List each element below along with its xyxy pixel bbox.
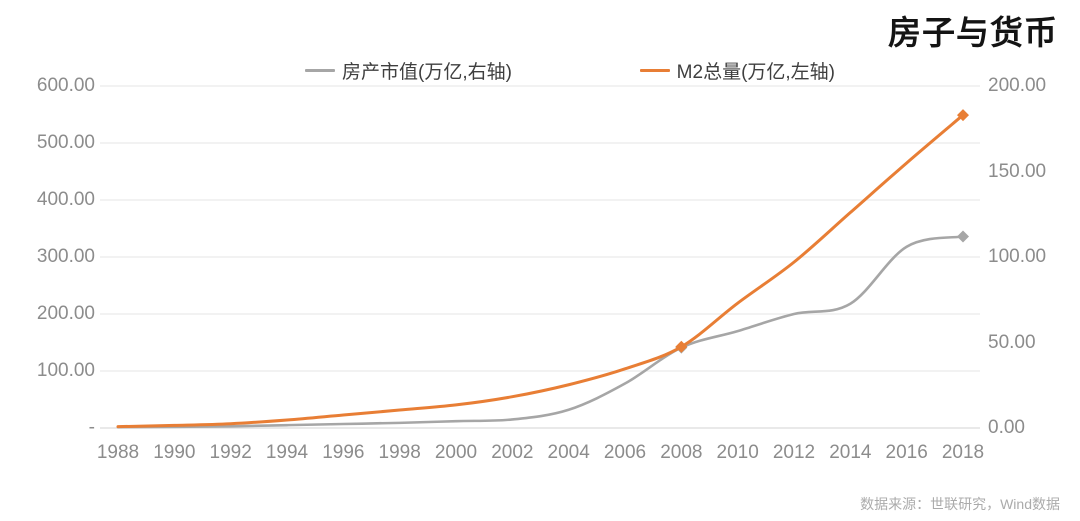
x-axis-tick-label: 1996 xyxy=(322,442,365,463)
chart-legend: 房产市值(万亿,右轴) M2总量(万亿,左轴) xyxy=(305,57,835,84)
left-axis-tick-label: 600.00 xyxy=(36,75,95,96)
x-axis-tick-label: 1998 xyxy=(378,442,421,463)
x-axis-tick-label: 2016 xyxy=(885,442,928,463)
legend-label-property-value: 房产市值(万亿,右轴) xyxy=(342,62,512,83)
orange-line-swatch-icon xyxy=(639,69,670,72)
right-axis-tick-label: 50.00 xyxy=(988,331,1036,353)
right-axis-tick-label: 150.00 xyxy=(988,160,1047,182)
left-axis-tick-label: 300.00 xyxy=(36,246,95,267)
x-axis-tick-label: 1994 xyxy=(265,442,309,463)
left-axis-tick-label: 500.00 xyxy=(36,132,95,153)
x-axis-tick-label: 2008 xyxy=(660,442,703,463)
right-axis-tick-label: 0.00 xyxy=(988,417,1025,438)
x-axis-tick-label: 2004 xyxy=(547,442,590,463)
x-axis-tick-label: 1990 xyxy=(153,442,196,463)
series-line-0 xyxy=(116,235,965,429)
series-marker-diamond-icon xyxy=(957,109,969,122)
data-source-note: 数据来源：世联研究，Wind数据 xyxy=(860,496,1060,512)
chart-title: 房子与货币 xyxy=(888,14,1058,51)
series-marker-diamond-icon xyxy=(957,230,969,243)
gray-line-swatch-icon xyxy=(305,69,335,72)
series-line-1 xyxy=(116,113,965,429)
x-axis-tick-label: 2018 xyxy=(941,442,985,463)
legend-item-property-value: 房产市值(万亿,右轴) xyxy=(305,57,512,84)
series-marker-diamond-icon xyxy=(675,340,688,353)
x-axis-tick-label: 2012 xyxy=(772,442,816,463)
x-axis-tick-label: 2002 xyxy=(491,442,534,463)
right-axis-tick-label: 200.00 xyxy=(988,75,1047,96)
x-axis-tick-label: 1988 xyxy=(96,442,140,463)
left-axis-tick-label: - xyxy=(88,417,95,438)
x-axis-tick-label: 2010 xyxy=(716,442,759,463)
right-axis-tick-label: 100.00 xyxy=(988,246,1047,267)
left-axis-tick-label: 200.00 xyxy=(36,303,95,324)
left-axis-tick-label: 400.00 xyxy=(36,189,95,210)
x-axis-tick-label: 2006 xyxy=(603,442,647,463)
legend-label-m2: M2总量(万亿,左轴) xyxy=(676,62,835,83)
x-axis-tick-label: 2000 xyxy=(434,442,478,463)
legend-item-m2: M2总量(万亿,左轴) xyxy=(639,57,835,84)
left-axis-tick-label: 100.00 xyxy=(36,360,95,381)
x-axis-tick-label: 1992 xyxy=(209,442,252,463)
x-axis-tick-label: 2014 xyxy=(829,442,872,463)
